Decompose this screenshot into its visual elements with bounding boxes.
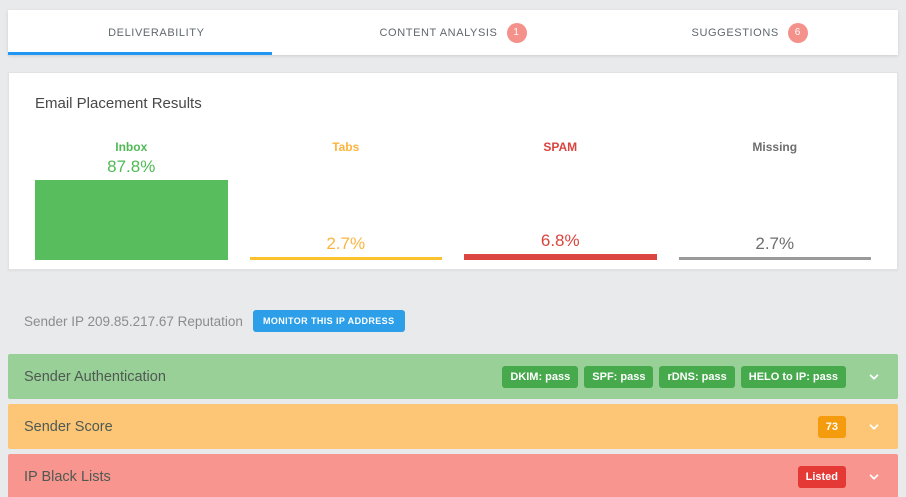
monitor-ip-button[interactable]: MONITOR THIS IP ADDRESS bbox=[252, 310, 405, 332]
rdns-pass-badge: rDNS: pass bbox=[659, 365, 735, 388]
tab-content-analysis[interactable]: CONTENT ANALYSIS 1 bbox=[305, 10, 602, 55]
tab-bar: DELIVERABILITY CONTENT ANALYSIS 1 SUGGES… bbox=[8, 10, 898, 55]
tab-suggestions[interactable]: SUGGESTIONS 6 bbox=[601, 10, 898, 55]
tab-deliverability-label: DELIVERABILITY bbox=[108, 26, 205, 39]
inbox-bar-zone: 87.8% bbox=[35, 155, 228, 260]
tabs-category-label: Tabs bbox=[332, 140, 360, 154]
accordion-ip-black-lists[interactable]: IP Black Lists Listed bbox=[8, 454, 898, 497]
sender-score-badges: 73 bbox=[817, 415, 882, 438]
spam-percentage: 6.8% bbox=[540, 230, 580, 250]
chevron-down-icon[interactable] bbox=[866, 419, 882, 435]
ip-black-lists-badges: Listed bbox=[797, 465, 882, 488]
tabs-bar-zone: 2.7% bbox=[249, 155, 442, 260]
content-analysis-count-badge: 1 bbox=[506, 22, 527, 43]
sender-authentication-badges: DKIM: pass SPF: pass rDNS: pass HELO to … bbox=[502, 365, 882, 388]
bar-column-inbox: Inbox 87.8% bbox=[35, 140, 228, 260]
bar-column-missing: Missing 2.7% bbox=[678, 140, 871, 260]
missing-bar bbox=[678, 257, 871, 260]
email-placement-card: Email Placement Results Inbox 87.8% Tabs… bbox=[8, 72, 898, 270]
spam-bar bbox=[464, 253, 657, 260]
tabs-percentage: 2.7% bbox=[326, 234, 366, 253]
sender-ip-text: Sender IP 209.85.217.67 Reputation bbox=[24, 313, 243, 329]
listed-status-badge: Listed bbox=[797, 465, 846, 488]
bar-column-tabs: Tabs 2.7% bbox=[249, 140, 442, 260]
spam-category-label: SPAM bbox=[543, 140, 578, 154]
placement-bar-chart: Inbox 87.8% Tabs 2.7% SPAM 6.8% bbox=[35, 140, 871, 260]
missing-percentage: 2.7% bbox=[755, 234, 795, 253]
spam-bar-zone: 6.8% bbox=[464, 155, 657, 260]
sender-score-label: Sender Score bbox=[24, 418, 113, 435]
sender-score-value-badge: 73 bbox=[817, 415, 846, 438]
email-placement-title: Email Placement Results bbox=[35, 95, 202, 112]
spf-pass-badge: SPF: pass bbox=[584, 365, 654, 388]
dkim-pass-badge: DKIM: pass bbox=[502, 365, 579, 388]
bar-column-spam: SPAM 6.8% bbox=[464, 140, 657, 260]
ip-black-lists-label: IP Black Lists bbox=[24, 468, 111, 485]
inbox-percentage: 87.8% bbox=[107, 157, 156, 177]
accordion-sender-authentication[interactable]: Sender Authentication DKIM: pass SPF: pa… bbox=[8, 354, 898, 399]
missing-bar-zone: 2.7% bbox=[678, 155, 871, 260]
inbox-bar bbox=[35, 180, 228, 260]
sender-ip-row: Sender IP 209.85.217.67 Reputation MONIT… bbox=[24, 310, 898, 332]
tab-content-analysis-label: CONTENT ANALYSIS bbox=[379, 26, 498, 39]
missing-category-label: Missing bbox=[752, 140, 798, 154]
tab-suggestions-label: SUGGESTIONS bbox=[691, 26, 779, 39]
inbox-category-label: Inbox bbox=[115, 140, 148, 154]
helo-to-ip-pass-badge: HELO to IP: pass bbox=[740, 365, 846, 388]
sender-authentication-label: Sender Authentication bbox=[24, 368, 166, 385]
suggestions-count-badge: 6 bbox=[787, 22, 808, 43]
chevron-down-icon[interactable] bbox=[866, 369, 882, 385]
accordion-sender-score[interactable]: Sender Score 73 bbox=[8, 404, 898, 449]
tab-deliverability[interactable]: DELIVERABILITY bbox=[8, 10, 305, 55]
chevron-down-icon[interactable] bbox=[866, 469, 882, 485]
tabs-bar bbox=[249, 257, 442, 260]
